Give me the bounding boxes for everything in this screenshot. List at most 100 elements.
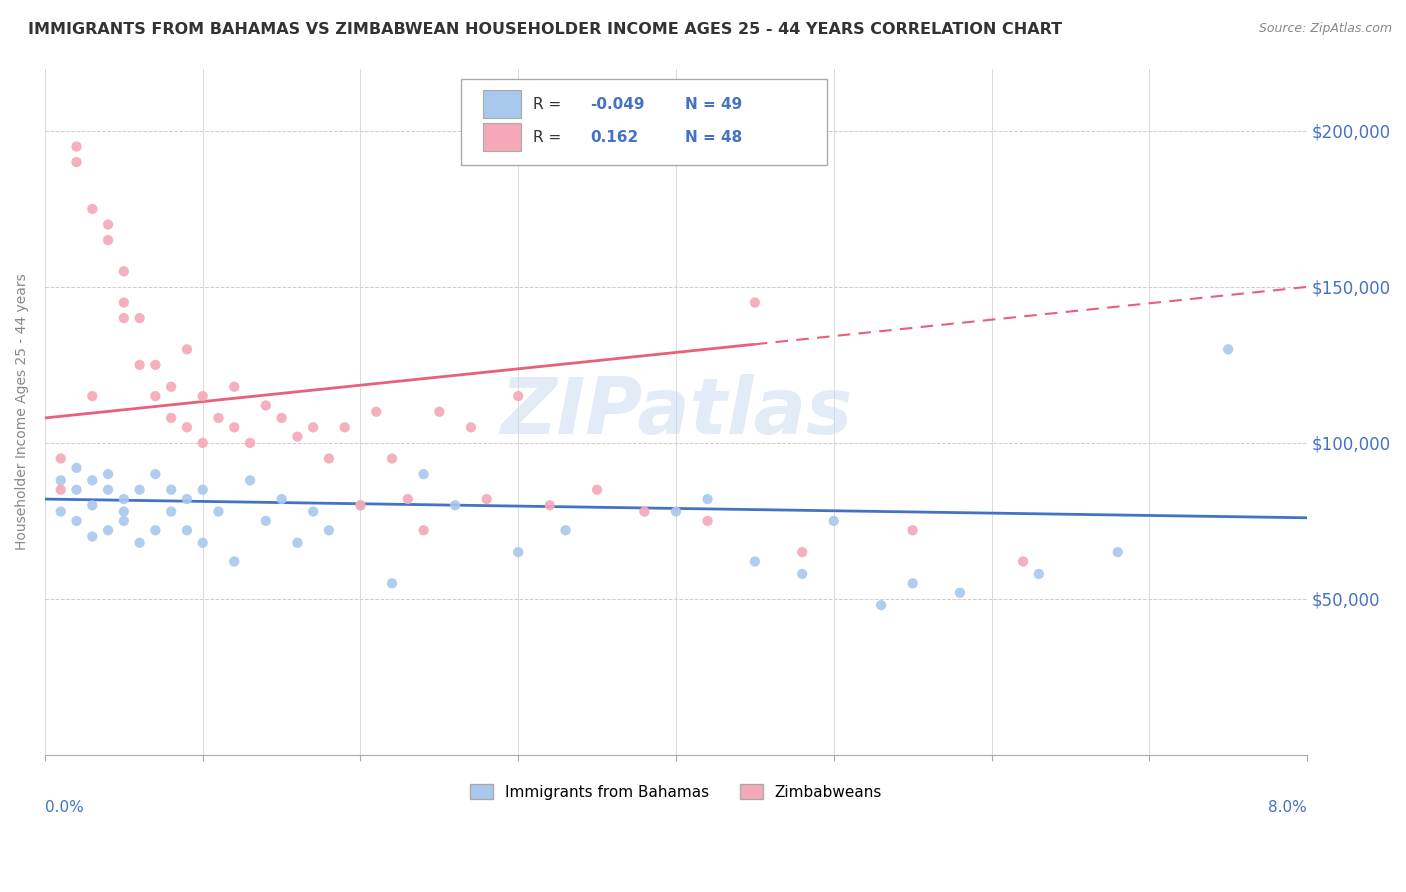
Point [254,514,277,528]
Point [97,467,120,482]
Point [318,523,340,537]
FancyBboxPatch shape [461,78,828,165]
Point [349,498,371,512]
Point [128,483,150,497]
Point [554,523,576,537]
Text: N = 48: N = 48 [685,129,742,145]
Point [112,264,135,278]
Point [270,492,292,507]
Point [901,576,924,591]
Point [191,436,214,450]
Point [112,514,135,528]
Point [302,504,325,518]
Text: 0.162: 0.162 [591,129,638,145]
Legend: Immigrants from Bahamas, Zimbabweans: Immigrants from Bahamas, Zimbabweans [464,778,889,805]
Text: ZIPatlas: ZIPatlas [501,374,852,450]
Point [112,295,135,310]
Point [508,545,530,559]
Point [49,483,72,497]
Point [160,483,183,497]
Point [254,399,277,413]
Point [65,483,87,497]
Text: -0.049: -0.049 [591,96,645,112]
Point [49,451,72,466]
Point [870,598,893,612]
Bar [482,90,520,118]
Point [160,411,183,425]
Text: 0.0%: 0.0% [45,799,84,814]
Point [381,576,404,591]
Bar [482,123,520,151]
Point [1216,343,1239,357]
Point [792,566,814,581]
Point [160,504,183,518]
Point [65,461,87,475]
Point [475,492,498,507]
Point [381,451,404,466]
Point [82,529,104,543]
Point [49,504,72,518]
Point [160,380,183,394]
Point [270,411,292,425]
Point [696,514,718,528]
Text: N = 49: N = 49 [685,96,742,112]
Text: 8.0%: 8.0% [1268,799,1308,814]
Point [176,523,198,537]
Point [82,389,104,403]
Point [128,311,150,326]
Point [224,554,246,568]
Point [901,523,924,537]
Point [396,492,419,507]
Point [145,467,167,482]
Point [333,420,356,434]
Point [97,483,120,497]
Point [207,411,229,425]
Text: R =: R = [533,129,567,145]
Point [1107,545,1129,559]
Point [633,504,655,518]
Point [823,514,845,528]
Point [427,405,450,419]
Point [191,535,214,549]
Point [145,389,167,403]
Point [97,233,120,247]
Point [318,451,340,466]
Point [224,420,246,434]
Point [1028,566,1050,581]
Point [224,380,246,394]
Point [366,405,388,419]
Point [112,492,135,507]
Point [949,585,972,599]
Point [191,389,214,403]
Point [1012,554,1035,568]
Point [82,498,104,512]
Point [412,467,434,482]
Point [65,155,87,169]
Point [97,218,120,232]
Point [112,311,135,326]
Point [82,474,104,488]
Point [287,535,309,549]
Point [128,358,150,372]
Point [508,389,530,403]
Point [128,535,150,549]
Point [207,504,229,518]
Point [176,492,198,507]
Point [302,420,325,434]
Point [665,504,688,518]
Point [97,523,120,537]
Point [176,420,198,434]
Point [412,523,434,537]
Point [82,202,104,216]
Point [349,498,371,512]
Point [444,498,467,512]
Text: Source: ZipAtlas.com: Source: ZipAtlas.com [1258,22,1392,36]
Point [176,343,198,357]
Text: IMMIGRANTS FROM BAHAMAS VS ZIMBABWEAN HOUSEHOLDER INCOME AGES 25 - 44 YEARS CORR: IMMIGRANTS FROM BAHAMAS VS ZIMBABWEAN HO… [28,22,1063,37]
Point [145,523,167,537]
Point [460,420,482,434]
Text: R =: R = [533,96,567,112]
Point [112,504,135,518]
Point [145,358,167,372]
Point [65,514,87,528]
